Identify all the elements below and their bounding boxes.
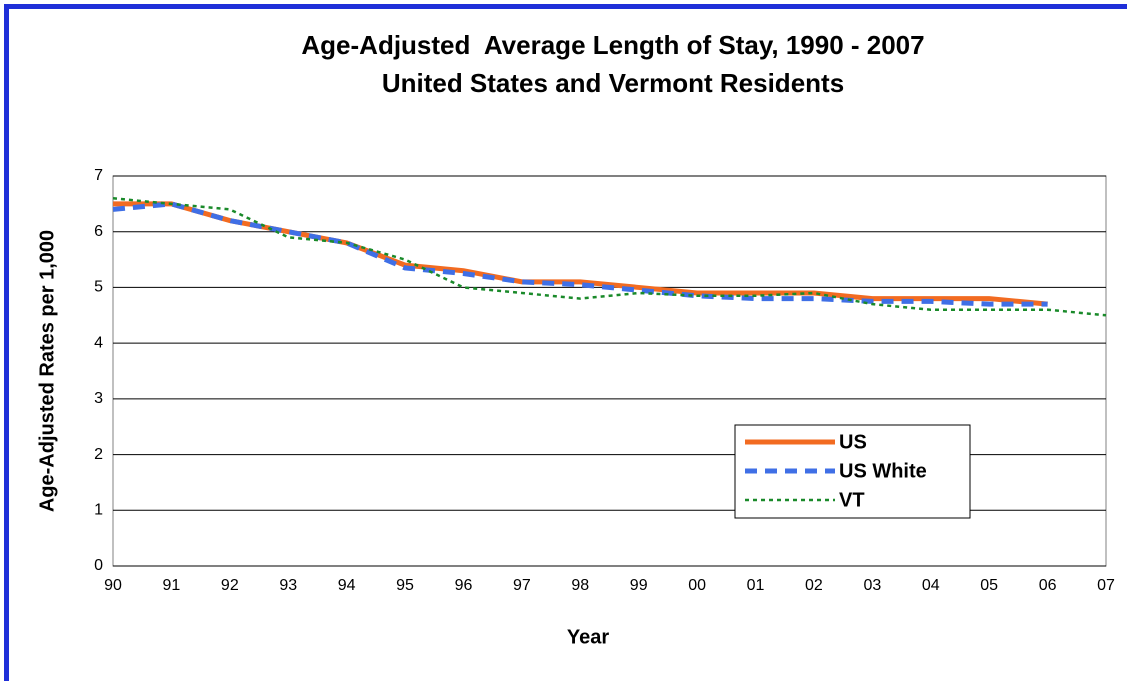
chart-title: Age-Adjusted Average Length of Stay, 199… (301, 30, 924, 60)
x-axis-label: Year (567, 626, 609, 648)
x-tick-label: 06 (1039, 577, 1057, 594)
chart-subtitle: United States and Vermont Residents (382, 68, 844, 98)
y-tick-label: 2 (94, 446, 103, 463)
x-tick-label: 07 (1097, 577, 1115, 594)
series-line (112, 201, 1048, 307)
y-tick-label: 1 (94, 502, 103, 519)
y-tick-label: 5 (94, 279, 103, 296)
legend-label: VT (839, 489, 865, 511)
legend-label: US (839, 431, 867, 453)
x-tick-label: 97 (513, 577, 531, 594)
y-axis-label: Age-Adjusted Rates per 1,000 (36, 230, 58, 512)
y-tick-label: 4 (94, 334, 103, 351)
y-tick-label: 0 (94, 557, 103, 574)
x-tick-label: 96 (455, 577, 473, 594)
x-tick-label: 98 (571, 577, 589, 594)
frame-top (4, 4, 1127, 9)
x-tick-label: 93 (279, 577, 297, 594)
x-tick-label: 04 (922, 577, 940, 594)
x-tick-label: 94 (338, 577, 356, 594)
x-tick-label: 00 (688, 577, 706, 594)
x-tick-label: 05 (980, 577, 998, 594)
legend-label: US White (839, 460, 927, 482)
x-tick-label: 02 (805, 577, 823, 594)
x-tick-label: 92 (221, 577, 239, 594)
frame-left (4, 4, 9, 681)
series-line (112, 197, 1107, 317)
x-tick-label: 91 (163, 577, 181, 594)
x-tick-label: 90 (104, 577, 122, 594)
x-tick-label: 99 (630, 577, 648, 594)
y-tick-label: 3 (94, 390, 103, 407)
y-tick-label: 7 (94, 167, 103, 184)
x-tick-label: 95 (396, 577, 414, 594)
y-tick-label: 6 (94, 223, 103, 240)
x-tick-label: 01 (747, 577, 765, 594)
x-tick-label: 03 (863, 577, 881, 594)
